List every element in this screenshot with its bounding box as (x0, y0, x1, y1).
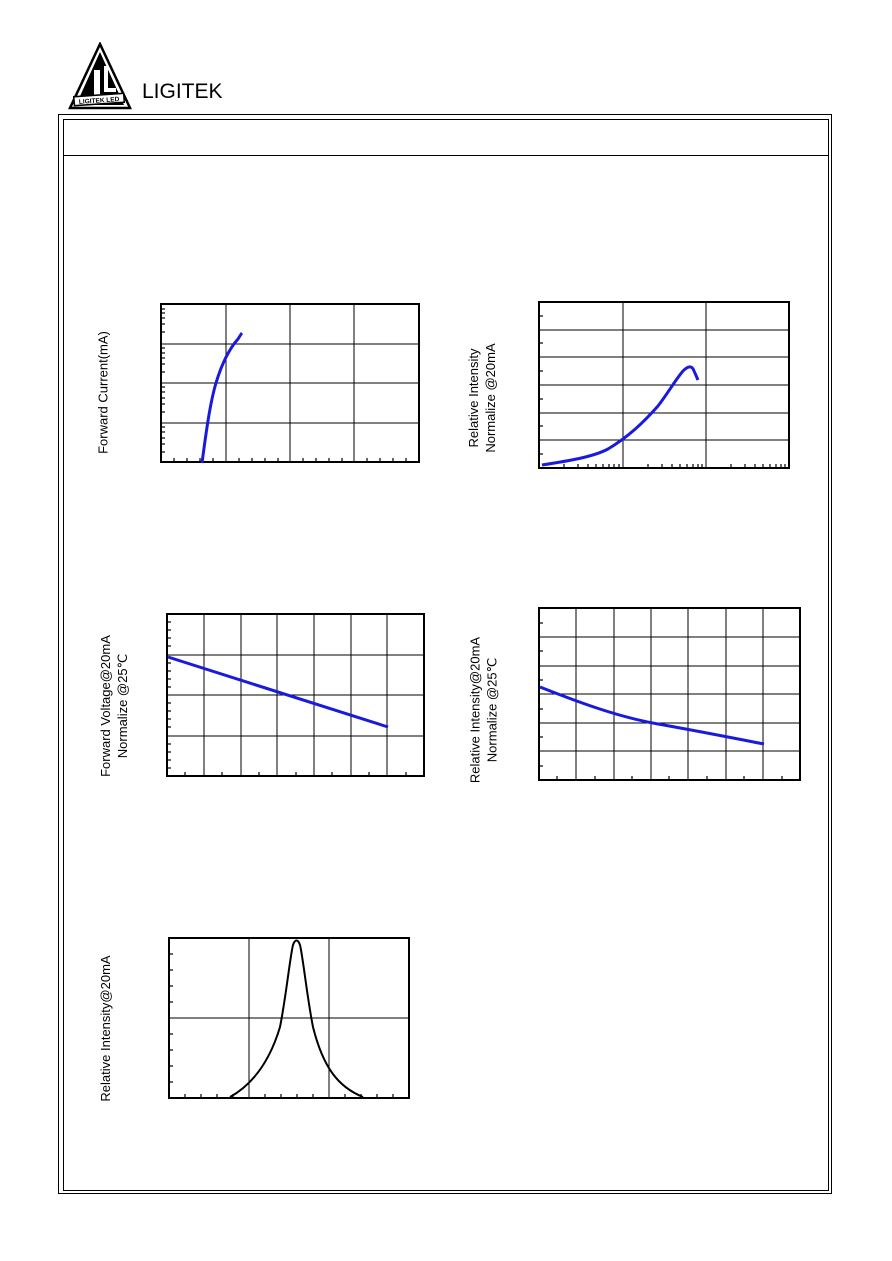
forward-current-curve (200, 331, 244, 464)
forward-voltage-temperature-curve (167, 655, 389, 729)
relative-intensity-current-chart (538, 301, 790, 469)
chart1-ylabel: Forward Current(mA) (95, 331, 111, 454)
spectrum-chart (168, 937, 410, 1099)
logo-text: LIGITEK LED (79, 96, 120, 106)
relative-intensity-temperature-chart (538, 607, 801, 781)
forward-voltage-temperature-chart (166, 613, 425, 777)
spectrum-curve (229, 939, 364, 1098)
chart3-ylabel: Forward Voltage@20mA Normalize @25℃ (98, 635, 130, 777)
page-border-outer (58, 114, 832, 1194)
chart4-ylabel: Relative Intensity@20mA Normalize @25℃ (467, 636, 500, 784)
ligitek-logo-icon: LIGITEK LED (68, 42, 132, 110)
page-border-inner (63, 119, 829, 1191)
relative-intensity-current-curve (541, 365, 700, 467)
relative-intensity-temperature-curve (539, 685, 765, 746)
chart5-ylabel: Relative Intensity@20mA (98, 955, 113, 1102)
chart2-ylabel: Relative Intensity Normalize @20mA (466, 343, 498, 453)
brand-name: LIGITEK (142, 80, 223, 103)
forward-current-chart (160, 303, 420, 464)
header-rule (63, 155, 829, 156)
